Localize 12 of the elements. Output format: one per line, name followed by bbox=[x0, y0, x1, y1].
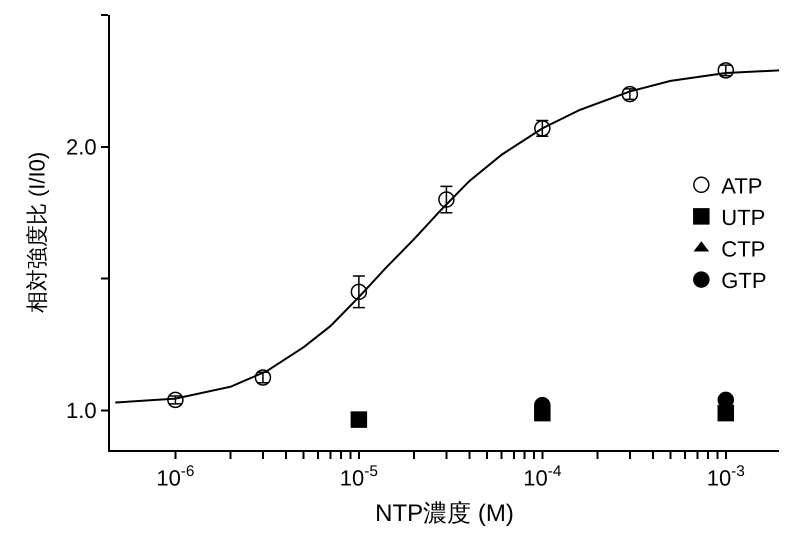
legend-label: ATP bbox=[721, 173, 762, 198]
y-axis-title: 相対強度比 (I/I0) bbox=[24, 152, 50, 314]
x-tick-label: 10$^{-6}$ bbox=[156, 463, 194, 490]
legend-label: CTP bbox=[721, 236, 766, 262]
y-tick-label: 1.0 bbox=[66, 398, 97, 424]
legend-label: UTP bbox=[721, 204, 766, 230]
x-tick-label: 10$^{-5}$ bbox=[340, 463, 378, 490]
y-tick-label: 2.0 bbox=[66, 134, 97, 160]
legend-label: GTP bbox=[721, 268, 767, 294]
x-tick-label: 10$^{-3}$ bbox=[706, 463, 745, 490]
x-axis-title: NTP濃度 (M) bbox=[375, 500, 514, 528]
x-tick-label: 10$^{-4}$ bbox=[523, 463, 562, 490]
